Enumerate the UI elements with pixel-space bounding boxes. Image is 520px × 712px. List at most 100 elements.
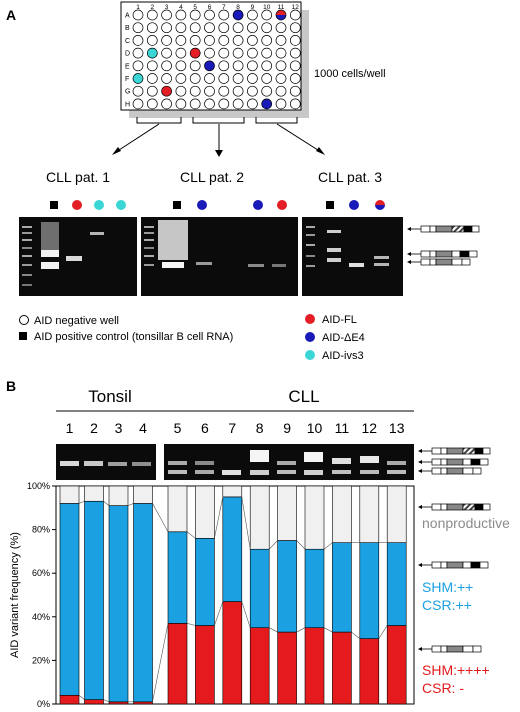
bar-segment bbox=[108, 701, 129, 705]
annotation-csr-low: CSR: - bbox=[422, 680, 464, 696]
plate-well bbox=[247, 47, 258, 59]
plate-well bbox=[218, 98, 230, 110]
plate-well bbox=[289, 60, 301, 72]
plate-row-label: E bbox=[125, 63, 130, 70]
plate-well bbox=[161, 9, 172, 21]
plate-well bbox=[146, 60, 158, 72]
bar-segment bbox=[222, 601, 243, 705]
connector-line bbox=[152, 503, 169, 532]
bar-segment bbox=[386, 542, 407, 626]
plate-well bbox=[261, 35, 273, 46]
plate-well bbox=[261, 47, 273, 59]
plate-row-label: F bbox=[125, 76, 129, 83]
bar-segment bbox=[167, 531, 188, 624]
patient-label-1: CLL pat. 1 bbox=[46, 169, 110, 185]
plate-well bbox=[175, 73, 187, 84]
lane-marker bbox=[94, 200, 104, 210]
lane-marker-mixed bbox=[375, 200, 385, 210]
plate-well bbox=[204, 22, 215, 34]
plate-row-label: C bbox=[125, 38, 130, 45]
plate-well bbox=[232, 85, 244, 97]
plate-well bbox=[218, 60, 230, 72]
plate-col-label: 5 bbox=[193, 4, 197, 11]
transcript-schematic bbox=[418, 561, 489, 569]
lane-marker-control bbox=[326, 201, 334, 209]
lane-number: 5 bbox=[174, 420, 182, 436]
lane-marker bbox=[197, 200, 207, 210]
plate-well bbox=[161, 22, 172, 34]
connector-line bbox=[296, 540, 306, 550]
plate-well bbox=[146, 35, 158, 46]
connector-line bbox=[214, 601, 224, 626]
transcript-schematics-a bbox=[407, 225, 480, 266]
plate-well bbox=[289, 85, 301, 97]
y-tick-label: 100% bbox=[27, 481, 50, 491]
plate-row-label: H bbox=[125, 101, 130, 108]
plate-well bbox=[132, 9, 144, 21]
lane-number: 3 bbox=[115, 420, 123, 436]
bar-segment bbox=[133, 485, 153, 504]
plate-well bbox=[232, 98, 244, 110]
plate-col-label: 1 bbox=[136, 4, 140, 11]
plate-well bbox=[146, 98, 158, 110]
plate-well bbox=[146, 85, 158, 97]
lane-number: 4 bbox=[139, 420, 147, 436]
legend-de4: AID-ΔE4 bbox=[322, 332, 365, 344]
bar-segment bbox=[277, 540, 297, 633]
bar-segment bbox=[359, 542, 380, 639]
plate-well bbox=[247, 35, 258, 46]
lane-number: 12 bbox=[362, 420, 378, 436]
plate-well bbox=[289, 35, 301, 46]
bar-segment bbox=[108, 485, 129, 506]
bar-segment bbox=[222, 485, 243, 498]
bracket-arrows bbox=[115, 117, 322, 153]
plate-well bbox=[289, 98, 301, 110]
plate-well bbox=[132, 98, 144, 110]
plate-well bbox=[232, 35, 244, 46]
bar-segment bbox=[332, 485, 352, 543]
plate-col-label: 7 bbox=[222, 4, 226, 11]
connector-line bbox=[103, 699, 110, 703]
plate-well bbox=[232, 60, 244, 72]
plate-well bbox=[132, 73, 144, 84]
plate-col-label: 4 bbox=[179, 4, 183, 11]
bar-segment bbox=[195, 625, 215, 705]
plate-well bbox=[204, 85, 215, 97]
plate-well bbox=[275, 73, 287, 84]
lane-marker bbox=[72, 200, 82, 210]
bar-segment bbox=[84, 485, 104, 502]
bar-segment bbox=[84, 699, 104, 705]
plate-well bbox=[289, 9, 301, 21]
plate-well bbox=[247, 85, 258, 97]
connector-line bbox=[269, 627, 278, 633]
bar-segment bbox=[249, 548, 270, 628]
transcript-schematic bbox=[418, 503, 491, 511]
lane-marker bbox=[253, 200, 263, 210]
connector-line bbox=[323, 542, 333, 550]
bar-segment bbox=[332, 631, 352, 705]
plate-well bbox=[247, 73, 258, 84]
plate-well bbox=[146, 22, 158, 34]
bar-segment bbox=[304, 548, 325, 628]
plate-well bbox=[232, 73, 244, 84]
y-tick-label: 80% bbox=[32, 525, 50, 535]
transcript-schematic bbox=[407, 250, 478, 258]
bar-segment bbox=[277, 631, 297, 705]
legend-negative-well: AID negative well bbox=[34, 315, 119, 327]
plate-well bbox=[189, 73, 201, 84]
plate-well bbox=[261, 73, 273, 84]
plate-well bbox=[175, 47, 187, 59]
plate-well bbox=[232, 9, 244, 21]
transcript-schematic bbox=[418, 645, 482, 653]
plate-well bbox=[146, 47, 158, 59]
plate-well bbox=[204, 9, 215, 21]
bar-segment bbox=[304, 627, 325, 705]
lane-number: 2 bbox=[90, 420, 98, 436]
connector-line bbox=[186, 531, 196, 539]
transcript-schematics-b bbox=[418, 447, 491, 653]
gel-image-tonsil bbox=[56, 444, 156, 480]
plate-col-label: 3 bbox=[165, 4, 169, 11]
gel-image-1 bbox=[19, 217, 137, 296]
bar-segment bbox=[195, 538, 215, 626]
